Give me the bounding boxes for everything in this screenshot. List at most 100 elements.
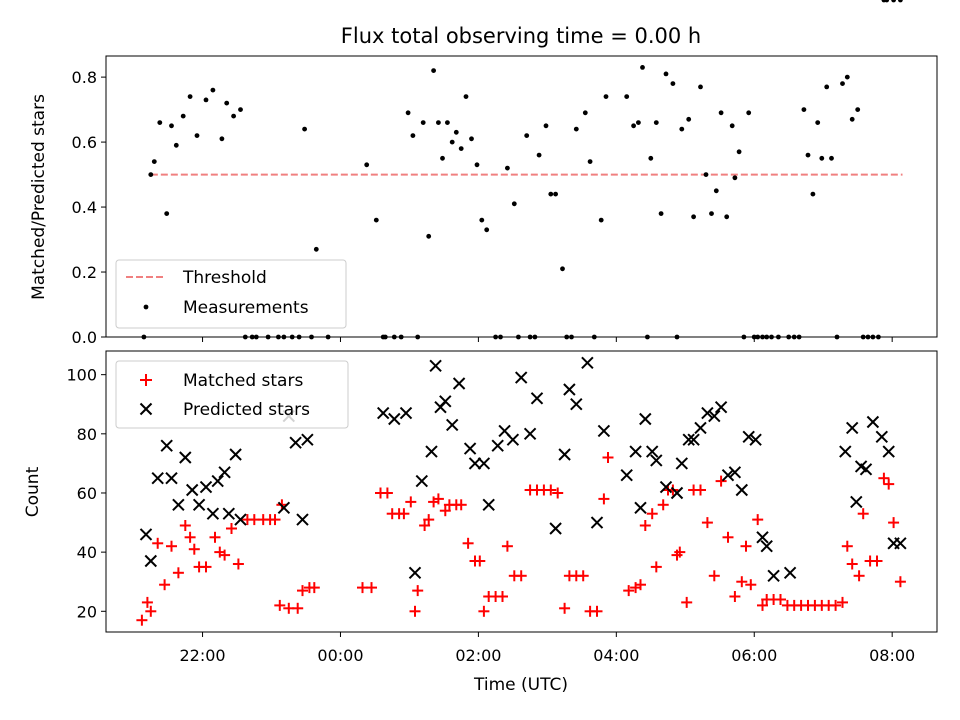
predicted-star-point [629,445,642,458]
count-legend-box [115,360,349,429]
predicted-star-point [199,480,213,494]
measurements-legend-label: Measurements [183,298,309,318]
measurement-point [849,116,855,122]
measurement-point [180,113,186,119]
measurement-point [148,172,154,178]
measurement-point [636,120,641,125]
predicted-star-point [570,397,583,411]
predicted-star-point [445,418,459,432]
x-tick-label: 22:00 [179,646,225,665]
predicted-star-point [139,528,153,541]
measurement-point [440,155,445,161]
x-tick-label: 04:00 [593,646,639,665]
predicted-star-point [850,495,863,509]
predicted-star-point [376,406,390,420]
predicted-star-point [839,445,852,458]
predicted-star-point [179,451,192,464]
matched-star-point [478,605,490,617]
matched-star-point [200,561,212,573]
predicted-star-point [549,522,562,535]
predicted-star-point [882,445,895,458]
predicted-star-point [859,463,873,476]
count-y-tick-label: 60 [77,484,97,503]
matched-star-point [184,531,196,543]
measurement-point [640,65,645,70]
count-marks [136,356,907,626]
matched-star-point [853,570,865,582]
predicted-star-point [728,466,742,479]
measurement-point [151,159,157,165]
matched-star-point [423,514,435,526]
measurement-point [587,159,593,165]
predicted-star-point [749,433,762,446]
count-y-ticks: 20 40 60 80 100 [66,366,106,621]
measurement-point [670,81,676,86]
count-y-tick-label: 100 [66,366,97,385]
matched-star-point [232,558,244,570]
matched-star-point [736,576,748,588]
predicted-star-point [506,433,520,446]
predicted-legend-label: Predicted stars [183,400,310,420]
predicted-star-point [563,383,576,396]
matched-star-point [646,508,658,520]
measurement-point [157,120,163,125]
predicted-star-point [659,480,673,494]
measurement-point [524,133,530,139]
predicted-star-point [639,412,652,426]
count-axes-frame [105,350,938,633]
predicted-star-point [650,454,663,467]
predicted-star-point [694,421,707,435]
matched-star-point [166,540,177,552]
matched-star-point [591,605,603,617]
predicted-star-point [894,537,907,550]
measurement-point [603,94,609,99]
predicted-star-point [866,415,880,429]
measurement-point [829,155,834,161]
matched-star-point [292,602,304,614]
measurement-point [713,188,719,194]
predicted-star-point [875,430,889,444]
measurement-point [663,71,669,77]
measurement-point [884,0,890,3]
predicted-star-point [558,448,571,461]
measurement-point [173,142,179,148]
predicted-star-point [206,507,220,520]
predicted-star-point [468,457,482,470]
measurement-point [426,233,432,239]
matched-star-point [269,514,281,526]
matched-star-point [455,499,467,511]
matched-star-point [830,599,842,611]
predicted-star-point [151,471,164,485]
measurement-point [479,217,485,223]
matched-star-point [894,576,906,588]
measurement-point [824,84,830,90]
measurement-point [736,149,742,155]
measurement-point [891,0,896,3]
predicted-star-point [721,468,735,482]
predicted-star-point [160,439,173,452]
matched-star-point [136,614,148,626]
predicted-star-point [767,569,780,583]
predicted-star-point [222,507,236,520]
predicted-star-point [590,516,604,529]
predicted-star-point [708,409,721,423]
matched-legend-marker [140,374,152,386]
measurement-point [224,100,230,106]
measurement-point [653,120,659,125]
x-axis-label: Time (UTC) [473,675,568,695]
matched-star-point [681,596,693,608]
matched-star-point [745,579,757,591]
measurement-point [801,107,807,112]
matched-star-point [775,594,786,605]
matched-star-point [188,543,200,555]
measurement-point [469,136,474,142]
matched-star-point [141,596,153,608]
measurement-point [724,214,730,220]
matched-star-point [635,579,646,591]
matched-star-point [366,582,377,594]
matched-star-point [179,520,191,531]
matched-star-point [650,561,662,573]
matched-star-point [419,520,431,531]
predicted-star-point [277,501,291,515]
